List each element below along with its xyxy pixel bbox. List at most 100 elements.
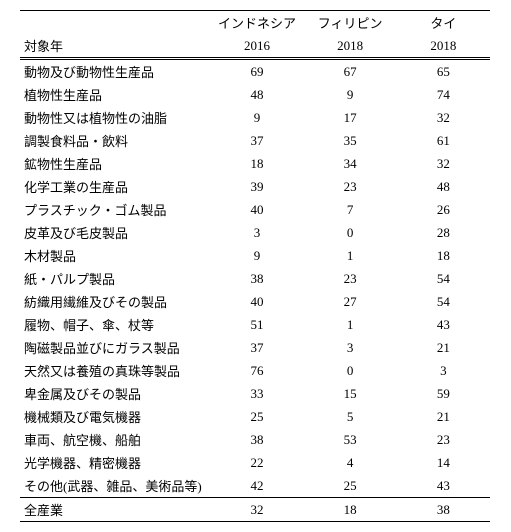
cell-value: 67 [304,59,397,84]
cell-value: 25 [304,474,397,498]
cell-value: 28 [397,221,490,244]
total-value: 32 [210,498,303,522]
header-blank [20,11,210,35]
table-row: 履物、帽子、傘、杖等51143 [20,313,490,336]
cell-value: 25 [210,405,303,428]
cell-value: 35 [304,129,397,152]
cell-value: 32 [397,106,490,129]
cell-value: 7 [304,198,397,221]
cell-value: 9 [304,83,397,106]
cell-value: 74 [397,83,490,106]
header-label: 対象年 [20,34,210,59]
cell-value: 9 [210,244,303,267]
cell-value: 3 [304,336,397,359]
table-row: 天然又は養殖の真珠等製品7603 [20,359,490,382]
table-row: プラスチック・ゴム製品40726 [20,198,490,221]
cell-value: 26 [397,198,490,221]
header-year-1: 2018 [304,34,397,59]
total-row: 全産業321838 [20,498,490,522]
table-row: 皮革及び毛皮製品3028 [20,221,490,244]
row-label: 皮革及び毛皮製品 [20,221,210,244]
row-label: 紡織用繊維及びその製品 [20,290,210,313]
cell-value: 53 [304,428,397,451]
row-label: その他(武器、雑品、美術品等) [20,474,210,498]
table-row: 植物性生産品48974 [20,83,490,106]
cell-value: 5 [304,405,397,428]
header-country-0: インドネシア [210,11,303,35]
row-label: 調製食料品・飲料 [20,129,210,152]
header-country-2: タイ [397,11,490,35]
cell-value: 48 [210,83,303,106]
cell-value: 1 [304,244,397,267]
table-row: 車両、航空機、船舶385323 [20,428,490,451]
cell-value: 37 [210,129,303,152]
cell-value: 40 [210,290,303,313]
cell-value: 18 [397,244,490,267]
row-label: 卑金属及びその製品 [20,382,210,405]
header-country-1: フィリピン [304,11,397,35]
cell-value: 3 [210,221,303,244]
cell-value: 34 [304,152,397,175]
table-row: 機械類及び電気機器25521 [20,405,490,428]
cell-value: 22 [210,451,303,474]
row-label: 動物及び動物性生産品 [20,59,210,84]
row-label: プラスチック・ゴム製品 [20,198,210,221]
cell-value: 23 [304,267,397,290]
table-row: 化学工業の生産品392348 [20,175,490,198]
cell-value: 23 [397,428,490,451]
cell-value: 54 [397,290,490,313]
total-value: 18 [304,498,397,522]
table-row: 動物性又は植物性の油脂91732 [20,106,490,129]
cell-value: 61 [397,129,490,152]
cell-value: 43 [397,474,490,498]
table-row: その他(武器、雑品、美術品等)422543 [20,474,490,498]
header-year-2: 2018 [397,34,490,59]
header-year-0: 2016 [210,34,303,59]
cell-value: 0 [304,221,397,244]
cell-value: 15 [304,382,397,405]
row-label: 木材製品 [20,244,210,267]
cell-value: 27 [304,290,397,313]
cell-value: 1 [304,313,397,336]
row-label: 光学機器、精密機器 [20,451,210,474]
cell-value: 51 [210,313,303,336]
cell-value: 69 [210,59,303,84]
cell-value: 38 [210,267,303,290]
total-label: 全産業 [20,498,210,522]
cell-value: 3 [397,359,490,382]
cell-value: 0 [304,359,397,382]
cell-value: 40 [210,198,303,221]
cell-value: 54 [397,267,490,290]
cell-value: 17 [304,106,397,129]
cell-value: 4 [304,451,397,474]
cell-value: 37 [210,336,303,359]
table-row: 調製食料品・飲料373561 [20,129,490,152]
cell-value: 33 [210,382,303,405]
cell-value: 42 [210,474,303,498]
cell-value: 18 [210,152,303,175]
data-table: インドネシアフィリピンタイ対象年201620182018動物及び動物性生産品69… [20,10,490,522]
table-row: 卑金属及びその製品331559 [20,382,490,405]
cell-value: 23 [304,175,397,198]
row-label: 植物性生産品 [20,83,210,106]
row-label: 動物性又は植物性の油脂 [20,106,210,129]
row-label: 履物、帽子、傘、杖等 [20,313,210,336]
cell-value: 43 [397,313,490,336]
cell-value: 38 [210,428,303,451]
cell-value: 21 [397,336,490,359]
row-label: 車両、航空機、船舶 [20,428,210,451]
cell-value: 9 [210,106,303,129]
row-label: 紙・パルプ製品 [20,267,210,290]
row-label: 化学工業の生産品 [20,175,210,198]
cell-value: 32 [397,152,490,175]
row-label: 機械類及び電気機器 [20,405,210,428]
total-value: 38 [397,498,490,522]
cell-value: 14 [397,451,490,474]
table-row: 紡織用繊維及びその製品402754 [20,290,490,313]
cell-value: 39 [210,175,303,198]
row-label: 天然又は養殖の真珠等製品 [20,359,210,382]
cell-value: 21 [397,405,490,428]
row-label: 陶磁製品並びにガラス製品 [20,336,210,359]
table-row: 光学機器、精密機器22414 [20,451,490,474]
cell-value: 48 [397,175,490,198]
